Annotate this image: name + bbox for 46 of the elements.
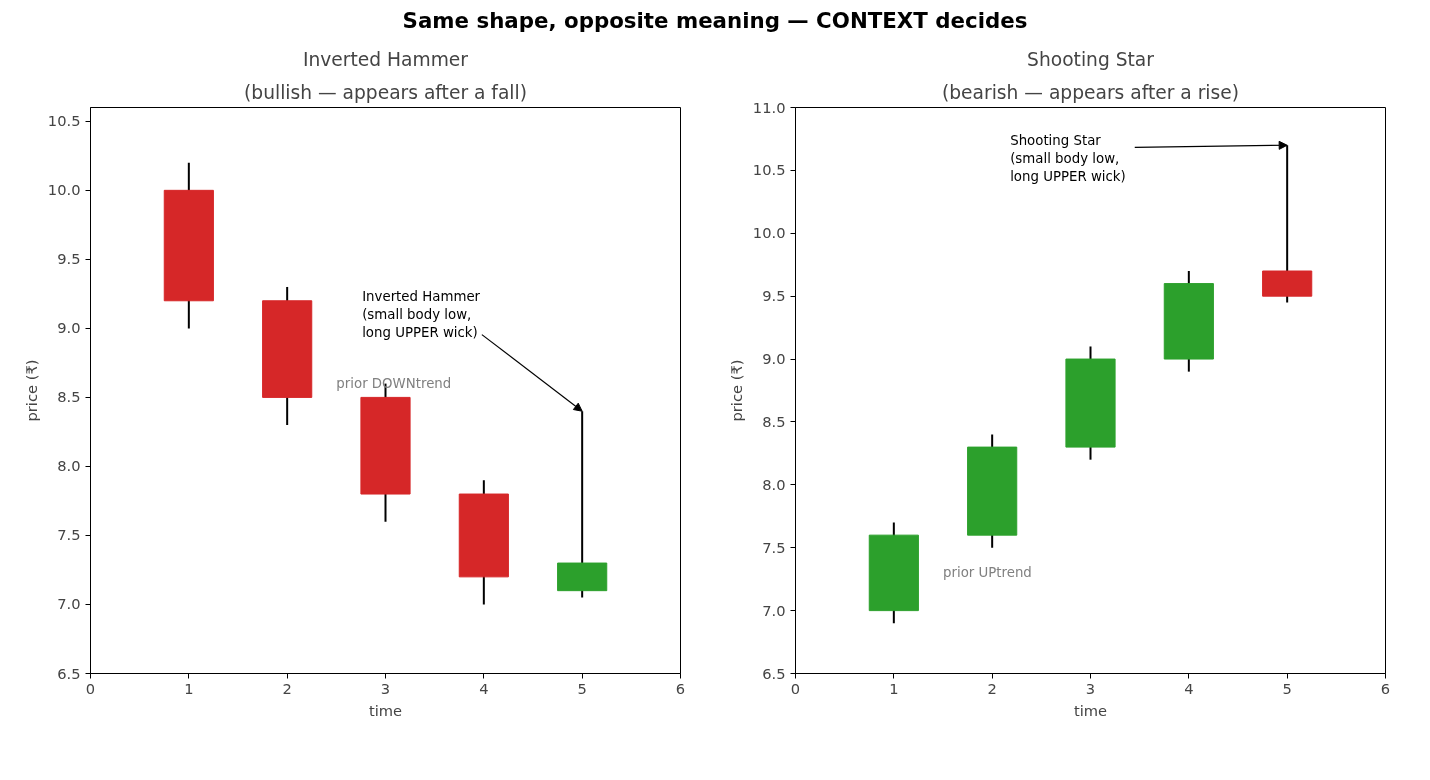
x-tick-label: 1 [184, 679, 194, 697]
y-tick-label: 7.5 [762, 539, 786, 557]
y-axis-title: price (₹) [727, 360, 745, 422]
annotation: Inverted Hammer (small body low, long UPPER wick) [362, 289, 481, 341]
y-tick-label: 10.0 [47, 181, 81, 199]
x-tick-label: 3 [380, 679, 391, 697]
x-tick-label: 4 [1184, 679, 1194, 697]
y-tick-label: 8.0 [762, 476, 786, 494]
y-tick-label: 8.5 [762, 413, 786, 431]
y-tick-label: 8.5 [57, 388, 81, 406]
chart-subtitle: (bullish — appears after a fall) [244, 81, 527, 103]
y-tick-label: 10.5 [47, 112, 81, 130]
x-tick-label: 0 [85, 679, 96, 697]
annotation: prior UPtrend [943, 565, 1032, 581]
annotation: prior DOWNtrend [336, 376, 452, 392]
x-tick-label: 2 [282, 679, 292, 697]
x-axis-title: time [1073, 701, 1108, 719]
x-tick-label: 6 [675, 679, 686, 697]
x-tick-label: 5 [1282, 679, 1292, 697]
y-tick-label: 7.5 [57, 526, 81, 544]
y-axis-title: price (₹) [22, 360, 40, 422]
x-tick-label: 4 [479, 679, 489, 697]
y-tick-label: 9.5 [57, 250, 81, 268]
x-axis-title: time [368, 701, 403, 719]
y-tick-label: 10.5 [752, 161, 786, 179]
chart-subtitle: (bearish — appears after a rise) [941, 81, 1240, 103]
y-tick-label: 7.0 [57, 595, 81, 613]
annotation: Shooting Star (small body low, long UPPER wick) [1010, 133, 1126, 185]
y-tick-label: 7.0 [762, 602, 786, 620]
x-tick-label: 0 [790, 679, 801, 697]
y-tick-label: 6.5 [57, 664, 81, 682]
x-tick-label: 6 [1380, 679, 1391, 697]
x-tick-label: 5 [577, 679, 587, 697]
y-tick-label: 9.0 [762, 350, 786, 368]
text: Same shape, opposite meaning — CONTEXT decides [402, 7, 1028, 35]
y-tick-label: 9.0 [57, 319, 81, 337]
x-tick-label: 2 [987, 679, 997, 697]
y-tick-label: 10.0 [752, 224, 786, 242]
y-tick-label: 11.0 [752, 98, 786, 116]
y-tick-label: 8.0 [57, 457, 81, 475]
y-tick-label: 9.5 [762, 287, 786, 305]
chart-title: Shooting Star [1027, 48, 1155, 70]
chart-title: Inverted Hammer [302, 48, 469, 70]
x-tick-label: 3 [1085, 679, 1096, 697]
x-tick-label: 1 [889, 679, 899, 697]
y-tick-label: 6.5 [762, 664, 786, 682]
